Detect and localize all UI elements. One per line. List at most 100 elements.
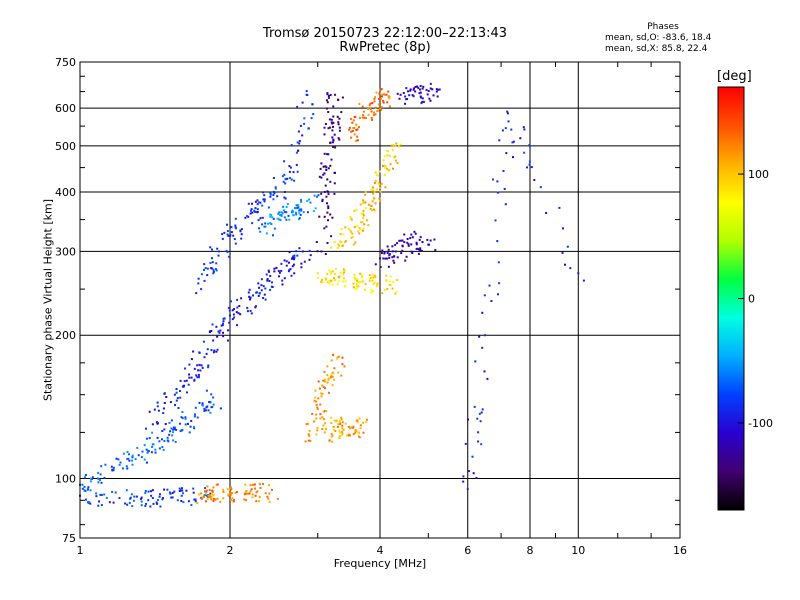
data-point <box>401 239 404 242</box>
data-point <box>269 275 272 277</box>
data-point <box>372 189 375 192</box>
data-point <box>330 121 333 124</box>
data-point <box>254 494 257 497</box>
data-point <box>353 127 356 129</box>
data-point <box>190 504 193 506</box>
data-point <box>332 115 335 118</box>
data-point <box>182 501 185 504</box>
data-point <box>172 439 175 442</box>
data-point <box>240 297 243 300</box>
data-point <box>498 282 501 285</box>
data-point <box>333 419 336 422</box>
data-point <box>356 285 359 288</box>
data-point <box>222 335 225 338</box>
data-point <box>268 492 271 495</box>
data-point <box>171 434 174 437</box>
data-point <box>334 171 336 174</box>
data-point <box>279 219 282 222</box>
data-point <box>371 102 374 105</box>
data-point <box>383 252 386 255</box>
data-point <box>488 284 491 287</box>
data-point <box>398 97 401 100</box>
data-point <box>311 103 314 106</box>
data-point <box>291 209 294 212</box>
data-point <box>254 306 257 309</box>
data-point <box>425 88 428 91</box>
data-point <box>338 437 341 439</box>
data-point <box>298 247 301 250</box>
data-point <box>353 133 356 136</box>
data-point <box>230 498 232 501</box>
data-point <box>316 429 319 432</box>
data-point <box>358 226 361 229</box>
data-point <box>252 294 254 297</box>
data-point <box>227 329 229 332</box>
data-point <box>505 152 508 155</box>
data-point <box>411 94 414 97</box>
data-point <box>355 288 358 291</box>
data-point <box>386 245 389 248</box>
data-point <box>377 103 380 106</box>
data-point <box>352 243 355 246</box>
data-point <box>385 167 388 170</box>
data-point <box>362 199 365 202</box>
data-point <box>229 494 232 497</box>
data-point <box>232 234 235 237</box>
data-point <box>208 330 211 333</box>
data-point <box>490 300 493 302</box>
data-point <box>166 436 169 439</box>
data-point <box>197 373 200 376</box>
data-point <box>314 396 317 399</box>
y-tick-label: 100 <box>55 473 76 486</box>
data-point <box>267 269 270 272</box>
data-point <box>157 499 159 501</box>
data-point <box>372 186 375 189</box>
data-point <box>250 312 253 315</box>
data-point <box>372 114 375 116</box>
data-point <box>254 200 257 203</box>
data-point <box>321 428 324 431</box>
data-point <box>367 224 370 227</box>
data-point <box>127 457 130 460</box>
data-point <box>187 422 189 425</box>
data-point <box>200 364 203 367</box>
data-point <box>181 429 184 431</box>
data-point <box>374 96 377 99</box>
data-point <box>208 401 211 403</box>
data-point <box>200 492 203 495</box>
data-point <box>269 288 272 291</box>
data-point <box>207 409 210 412</box>
data-point <box>341 424 344 427</box>
data-point <box>345 240 347 242</box>
data-point <box>420 249 423 252</box>
data-point <box>350 236 353 239</box>
data-point <box>325 278 327 281</box>
data-point <box>322 418 325 421</box>
data-point <box>207 366 210 369</box>
data-point <box>239 229 242 232</box>
data-point <box>332 121 335 124</box>
data-point <box>254 487 256 490</box>
data-point <box>131 505 134 508</box>
data-point <box>428 97 431 100</box>
data-point <box>307 127 310 130</box>
data-point <box>249 309 252 312</box>
data-point <box>386 101 389 104</box>
data-point <box>328 391 330 394</box>
data-point <box>141 450 144 453</box>
x-tick-label: 4 <box>377 544 384 557</box>
data-point <box>348 128 351 131</box>
data-point <box>323 126 326 129</box>
data-point <box>340 418 343 421</box>
data-point <box>180 494 183 497</box>
data-point <box>211 323 214 326</box>
data-point <box>168 433 171 436</box>
data-point <box>523 128 526 131</box>
data-point <box>210 393 213 396</box>
data-point <box>376 282 379 285</box>
data-point <box>145 502 147 505</box>
data-point <box>426 93 429 96</box>
data-point <box>558 206 561 209</box>
data-point <box>211 248 213 251</box>
data-point <box>382 164 384 167</box>
